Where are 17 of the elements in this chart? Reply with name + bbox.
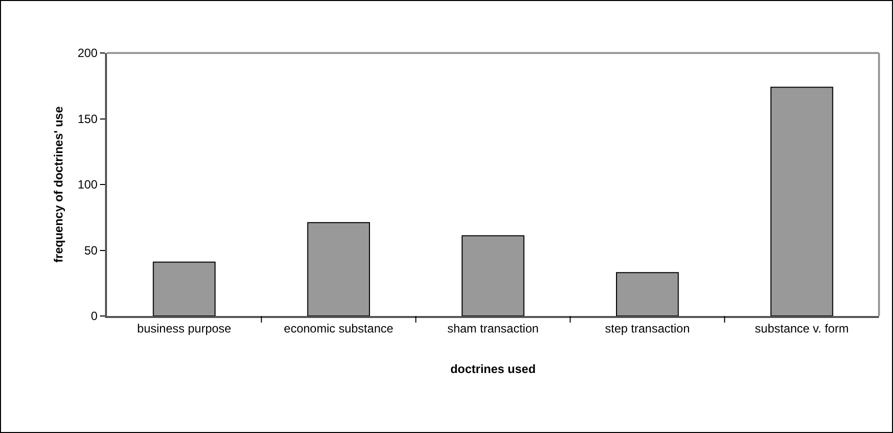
y-tick-label: 150 bbox=[78, 112, 98, 126]
bar bbox=[770, 86, 834, 316]
bar bbox=[152, 262, 216, 316]
bar bbox=[616, 272, 679, 316]
x-tick-label: step transaction bbox=[605, 321, 690, 336]
y-tick-label: 50 bbox=[84, 243, 98, 258]
x-tick-label: substance v. form bbox=[754, 321, 849, 336]
bar bbox=[307, 222, 370, 316]
bar bbox=[462, 235, 524, 316]
x-tick-label: sham transaction bbox=[447, 321, 539, 336]
x-axis-title: doctrines used bbox=[450, 362, 536, 376]
x-tick-label: business purpose bbox=[137, 321, 232, 336]
y-axis-title: frequency of doctrines' use bbox=[51, 106, 66, 263]
y-tick-label: 0 bbox=[90, 309, 98, 324]
y-tick-label: 200 bbox=[78, 46, 98, 60]
y-tick-label: 100 bbox=[78, 178, 98, 192]
x-tick-label: economic substance bbox=[284, 321, 394, 336]
